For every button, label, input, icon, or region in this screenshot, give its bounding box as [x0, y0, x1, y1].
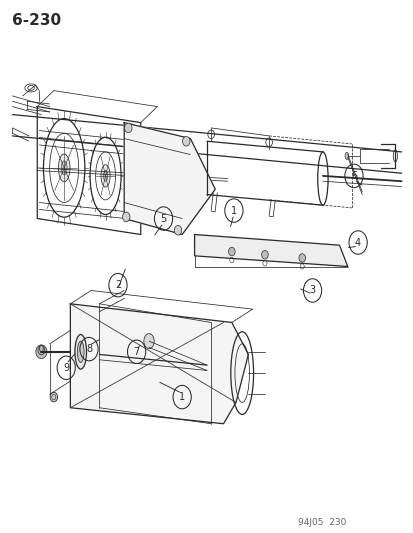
- Ellipse shape: [58, 154, 70, 182]
- Text: 6: 6: [350, 171, 356, 181]
- Text: 5: 5: [160, 214, 166, 223]
- Ellipse shape: [50, 392, 57, 402]
- Text: 4: 4: [354, 238, 360, 247]
- Circle shape: [124, 123, 132, 133]
- Circle shape: [122, 212, 130, 222]
- Polygon shape: [70, 304, 248, 424]
- Circle shape: [174, 225, 181, 235]
- Text: 6-230: 6-230: [12, 13, 62, 28]
- Text: 1: 1: [230, 206, 236, 215]
- Text: 94J05  230: 94J05 230: [297, 518, 346, 527]
- Ellipse shape: [143, 334, 154, 349]
- Ellipse shape: [77, 341, 84, 362]
- Text: 1: 1: [179, 392, 185, 402]
- Ellipse shape: [344, 152, 348, 159]
- Circle shape: [228, 247, 235, 256]
- Text: 8: 8: [86, 344, 92, 354]
- Circle shape: [261, 251, 268, 259]
- Text: 9: 9: [63, 363, 69, 373]
- Ellipse shape: [38, 345, 45, 355]
- Ellipse shape: [103, 171, 107, 181]
- Ellipse shape: [61, 161, 67, 175]
- Text: 3: 3: [309, 286, 315, 295]
- Ellipse shape: [36, 345, 47, 359]
- Circle shape: [182, 136, 190, 146]
- Ellipse shape: [101, 165, 110, 187]
- Text: 2: 2: [114, 280, 121, 290]
- Ellipse shape: [75, 335, 86, 369]
- Polygon shape: [194, 235, 347, 266]
- Text: 7: 7: [133, 347, 140, 357]
- Polygon shape: [124, 123, 215, 235]
- Ellipse shape: [40, 345, 43, 352]
- Circle shape: [298, 254, 305, 262]
